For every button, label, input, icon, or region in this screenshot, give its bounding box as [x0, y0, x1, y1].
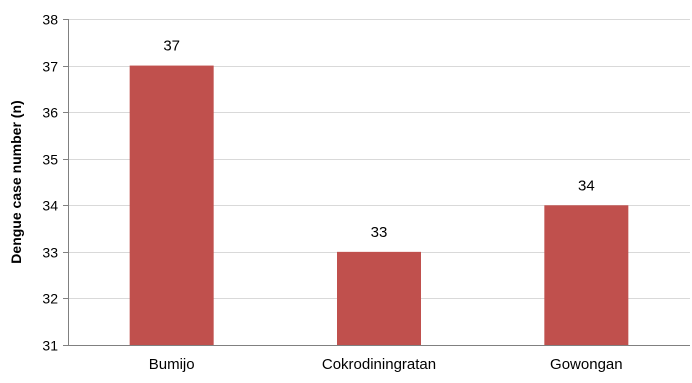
y-tick-label: 34 — [42, 198, 58, 214]
label-layer: 31 32 33 34 35 36 37 38 37 Bumijo 33 Cokrodiningrat… — [42, 12, 622, 374]
y-tick-label: 38 — [42, 12, 58, 28]
y-tick-label: 32 — [42, 291, 58, 307]
y-tick-label: 31 — [42, 338, 58, 354]
x-category-label: Bumijo — [149, 356, 195, 373]
bar — [337, 251, 421, 345]
y-tick-label: 36 — [42, 105, 58, 121]
x-category-label: Gowongan — [550, 356, 623, 373]
bar-layer — [129, 65, 629, 346]
y-tick-label: 33 — [42, 245, 58, 261]
x-category-label: Cokrodiningratan — [322, 356, 436, 373]
data-label: 33 — [371, 224, 388, 241]
bar — [129, 65, 214, 346]
axis-layer — [63, 19, 690, 346]
bar — [544, 205, 629, 345]
y-tick-label: 35 — [42, 152, 58, 168]
y-tick-label: 37 — [42, 59, 58, 75]
data-label: 34 — [578, 177, 595, 194]
y-axis-title: Dengue case number (n) — [8, 100, 24, 263]
data-label: 37 — [163, 38, 180, 55]
